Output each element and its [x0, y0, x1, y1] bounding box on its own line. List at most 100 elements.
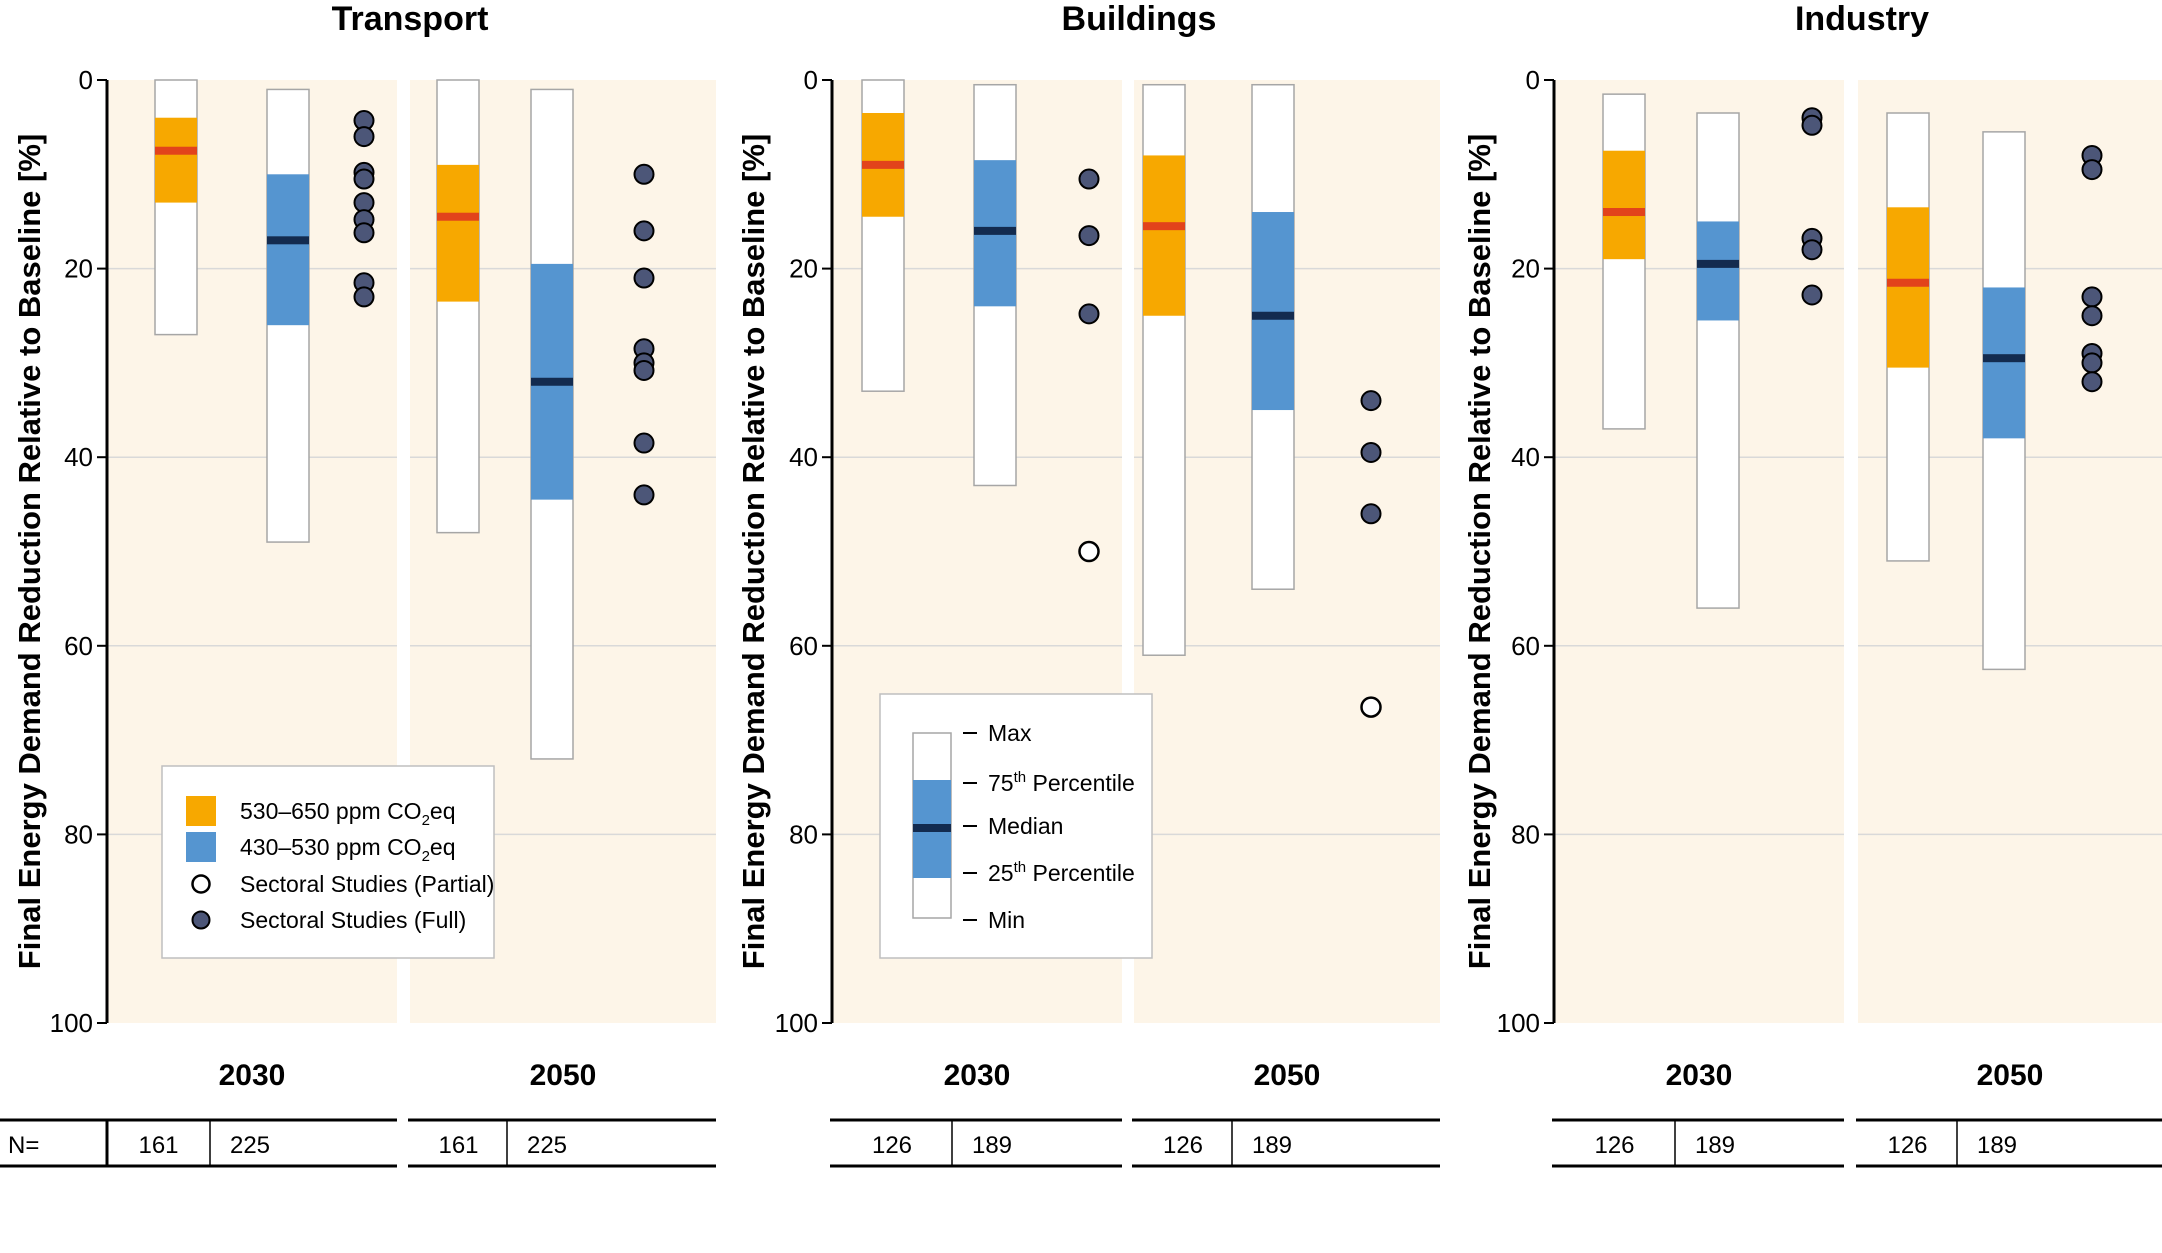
blue-median-line	[974, 226, 1016, 235]
full-study-dot	[1360, 390, 1382, 412]
blue-swatch	[186, 832, 216, 862]
orange-min-max-range	[1602, 93, 1646, 430]
full-study-dot	[353, 168, 375, 190]
label-suffix: eq	[430, 834, 456, 860]
orange-scenario-box	[861, 79, 905, 392]
full-study-dot	[633, 359, 655, 381]
n-count-blue: 189	[1977, 1132, 2017, 1159]
full-study-dot	[2081, 371, 2103, 393]
full-study-dot	[1078, 303, 1100, 325]
partial-legend-label: Sectoral Studies (Partial)	[240, 871, 494, 897]
period-label: 2050	[530, 1059, 597, 1092]
key-max-label: Max	[988, 720, 1032, 746]
y-tick-label: 20	[789, 254, 818, 284]
period-label: 2030	[944, 1059, 1011, 1092]
orange-median-line	[437, 212, 479, 221]
full-study-dot	[2081, 286, 2103, 308]
y-tick-label: 40	[1511, 442, 1540, 472]
full-study-dot	[633, 163, 655, 185]
orange-median-line	[155, 146, 197, 155]
y-tick-label: 40	[64, 442, 93, 472]
blue-median-line	[1697, 259, 1739, 268]
partial-study-dot	[1360, 696, 1382, 718]
y-axis-title: Final Energy Demand Reduction Relative t…	[12, 134, 47, 969]
blue-interquartile-bar	[267, 174, 309, 326]
orange-median-line	[862, 160, 904, 169]
blue-scenario-box	[1982, 131, 2026, 671]
full-study-dot	[1078, 168, 1100, 190]
y-tick-label: 100	[50, 1008, 93, 1038]
n-count-blue: 225	[527, 1132, 567, 1159]
y-tick-label: 0	[1526, 65, 1540, 95]
period-label: 2050	[1977, 1059, 2044, 1092]
y-tick-label: 20	[1511, 254, 1540, 284]
n-count-orange: 161	[438, 1132, 478, 1159]
period-2050: 2050 161 225	[408, 79, 716, 1168]
label-prefix: 530–650 ppm CO	[240, 798, 422, 824]
n-count-orange: 126	[1594, 1132, 1634, 1159]
label-suffix: eq	[430, 798, 456, 824]
y-axis-title: Final Energy Demand Reduction Relative t…	[736, 134, 771, 969]
orange-interquartile-bar	[437, 164, 479, 302]
n-count-blue: 189	[1252, 1132, 1292, 1159]
y-tick-label: 80	[64, 819, 93, 849]
orange-scenario-box	[154, 79, 198, 336]
full-study-dot	[2081, 352, 2103, 374]
orange-interquartile-bar	[155, 117, 197, 203]
blue-scenario-box	[1251, 83, 1295, 590]
blue-median-line	[1983, 354, 2025, 363]
label-subscript: 2	[422, 812, 430, 829]
blue-median-line	[1252, 311, 1294, 320]
blue-median-line	[267, 236, 309, 245]
full-study-dot	[2081, 305, 2103, 327]
full-study-dot	[1360, 503, 1382, 525]
full-study-dot	[353, 126, 375, 148]
key-median-line	[913, 824, 951, 832]
orange-legend-label: 530–650 ppm CO2eq	[240, 798, 456, 829]
n-count-blue: 189	[1695, 1132, 1735, 1159]
y-tick-label: 60	[1511, 631, 1540, 661]
y-tick-label: 100	[775, 1008, 818, 1038]
label-superscript: th	[1014, 859, 1027, 876]
n-label: N=	[8, 1132, 39, 1159]
orange-scenario-box	[1886, 112, 1930, 562]
partial-legend-marker	[191, 874, 211, 894]
orange-scenario-box	[1602, 93, 1646, 430]
blue-scenario-box	[530, 88, 574, 760]
orange-interquartile-bar	[1143, 155, 1185, 316]
period-2030: 2030 161 225	[0, 79, 397, 1168]
blue-interquartile-bar	[1983, 287, 2025, 439]
period-label: 2030	[219, 1059, 286, 1092]
sector-transport: Transport 0 20 40 60 80 100 Final Energy Demand…	[0, 0, 716, 1168]
orange-min-max-range	[436, 79, 480, 534]
y-tick-label: 20	[64, 254, 93, 284]
orange-interquartile-bar	[1603, 150, 1645, 260]
label-rest: Percentile	[1026, 860, 1135, 886]
key-p25-label: 25th Percentile	[988, 859, 1135, 886]
n-count-orange: 161	[138, 1132, 178, 1159]
period-label: 2030	[1666, 1059, 1733, 1092]
blue-interquartile-bar	[1697, 221, 1739, 321]
full-legend-label: Sectoral Studies (Full)	[240, 907, 466, 933]
y-axis-title: Final Energy Demand Reduction Relative t…	[1462, 134, 1497, 969]
orange-median-line	[1887, 278, 1929, 287]
full-study-dot	[353, 222, 375, 244]
n-count-blue: 189	[972, 1132, 1012, 1159]
key-min-label: Min	[988, 907, 1025, 933]
key-p75-label: 75th Percentile	[988, 769, 1135, 796]
n-count-orange: 126	[1887, 1132, 1927, 1159]
full-study-dot	[1078, 225, 1100, 247]
y-tick-label: 60	[789, 631, 818, 661]
blue-legend-label: 430–530 ppm CO2eq	[240, 834, 456, 865]
y-tick-label: 60	[64, 631, 93, 661]
partial-study-dot	[1078, 540, 1100, 563]
n-count-orange: 126	[872, 1132, 912, 1159]
full-study-dot	[1801, 284, 1823, 306]
y-tick-label: 80	[789, 819, 818, 849]
label-prefix: 430–530 ppm CO	[240, 834, 422, 860]
y-tick-label: 40	[789, 442, 818, 472]
full-study-dot	[353, 286, 375, 308]
full-study-dot	[2081, 159, 2103, 181]
